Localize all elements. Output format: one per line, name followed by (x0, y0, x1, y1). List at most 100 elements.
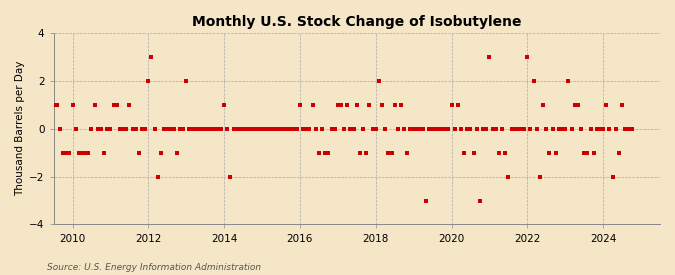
Point (547, 126, 558, 131)
Point (446, 103, 457, 107)
Point (159, 126, 169, 131)
Point (538, 103, 549, 107)
Point (260, 126, 271, 131)
Point (32, 198, 43, 203)
Point (531, 126, 542, 131)
Point (367, 126, 378, 131)
Point (332, 103, 343, 107)
Point (99, 150, 109, 155)
Point (263, 126, 274, 131)
Point (196, 126, 207, 131)
Point (254, 126, 265, 131)
Point (541, 126, 551, 131)
Point (149, 126, 160, 131)
Point (377, 103, 387, 107)
Point (102, 126, 113, 131)
Point (181, 79, 192, 83)
Point (582, 150, 593, 155)
Point (440, 126, 451, 131)
Point (572, 103, 583, 107)
Point (165, 126, 176, 131)
Point (380, 126, 391, 131)
Point (190, 126, 201, 131)
Point (610, 126, 621, 131)
Point (38, 103, 49, 107)
Point (244, 126, 254, 131)
Point (115, 126, 126, 131)
Point (269, 126, 280, 131)
Point (317, 126, 327, 131)
Point (550, 150, 561, 155)
Point (140, 126, 151, 131)
Point (456, 126, 466, 131)
Point (493, 150, 504, 155)
Point (589, 150, 599, 155)
Point (431, 126, 441, 131)
Point (424, 126, 435, 131)
Point (232, 126, 242, 131)
Point (396, 103, 406, 107)
Point (519, 126, 530, 131)
Point (228, 126, 239, 131)
Point (143, 79, 154, 83)
Point (282, 126, 293, 131)
Point (124, 103, 135, 107)
Point (42, 103, 53, 107)
Point (250, 126, 261, 131)
Point (323, 150, 333, 155)
Point (247, 126, 258, 131)
Point (364, 103, 375, 107)
Point (371, 126, 381, 131)
Point (292, 126, 302, 131)
Point (437, 126, 448, 131)
Point (57, 150, 68, 155)
Point (617, 103, 628, 107)
Point (563, 79, 574, 83)
Point (184, 126, 195, 131)
Point (285, 126, 296, 131)
Point (92, 126, 103, 131)
Point (304, 126, 315, 131)
Point (465, 126, 476, 131)
Point (522, 55, 533, 59)
Point (171, 150, 182, 155)
Point (310, 126, 321, 131)
Point (475, 198, 485, 203)
Point (383, 150, 394, 155)
Point (105, 126, 116, 131)
Point (623, 126, 634, 131)
Point (238, 126, 248, 131)
Title: Monthly U.S. Stock Change of Isobutylene: Monthly U.S. Stock Change of Isobutylene (192, 15, 522, 29)
Point (569, 103, 580, 107)
Point (86, 126, 97, 131)
Point (153, 174, 163, 179)
Point (89, 103, 100, 107)
Point (241, 126, 252, 131)
Point (203, 126, 214, 131)
Point (601, 103, 612, 107)
Point (307, 103, 318, 107)
Point (51, 103, 62, 107)
Point (339, 126, 350, 131)
Point (348, 126, 359, 131)
Point (273, 126, 284, 131)
Point (620, 126, 630, 131)
Point (256, 126, 267, 131)
Point (121, 126, 132, 131)
Point (358, 126, 369, 131)
Point (585, 126, 596, 131)
Point (418, 126, 429, 131)
Point (626, 126, 637, 131)
Point (421, 198, 431, 203)
Point (529, 79, 539, 83)
Point (155, 150, 166, 155)
Point (298, 126, 308, 131)
Point (187, 126, 198, 131)
Point (462, 126, 472, 131)
Point (175, 126, 186, 131)
Point (560, 126, 570, 131)
Point (468, 150, 479, 155)
Point (361, 150, 372, 155)
Y-axis label: Thousand Barrels per Day: Thousand Barrels per Day (15, 61, 25, 196)
Point (194, 126, 205, 131)
